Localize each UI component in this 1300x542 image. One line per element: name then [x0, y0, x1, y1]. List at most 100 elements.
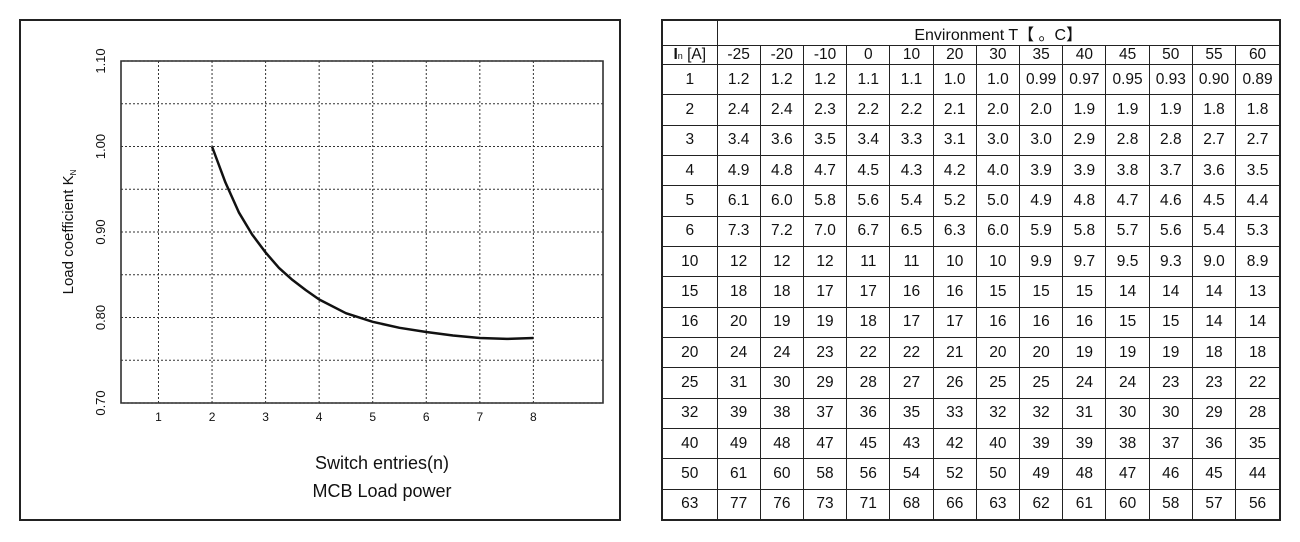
table-cell: 18: [716, 276, 761, 308]
table-cell: 20: [716, 306, 761, 339]
table-cell: 1.0: [975, 63, 1021, 96]
table-cell: 77: [716, 488, 761, 519]
table-cell: 32: [975, 397, 1021, 430]
table-cell: 1.9: [1062, 94, 1107, 126]
table-cell: 52: [932, 458, 977, 490]
table-cell: 4.7: [802, 155, 848, 187]
table-cell: 36: [1191, 428, 1237, 460]
current-cell: 4: [663, 155, 718, 187]
table-cell: 7.2: [759, 215, 804, 248]
table-cell: 5.9: [1019, 215, 1064, 248]
table-cell: 0.89: [1235, 63, 1279, 96]
chart-caption: MCB Load power: [312, 481, 451, 501]
table-cell: 30: [1105, 397, 1150, 430]
y-axis-label-main: Load coefficient K: [60, 175, 77, 294]
table-cell: 11: [889, 246, 934, 278]
table-cell: 20: [975, 337, 1021, 369]
table-cell: 73: [802, 488, 848, 519]
current-cell: 3: [663, 124, 718, 157]
table-cell: 14: [1148, 276, 1193, 308]
table-cell: 35: [889, 397, 934, 430]
table-cell: 42: [932, 428, 977, 460]
table-cell: 9.7: [1062, 246, 1107, 278]
table-cell: 36: [846, 397, 891, 430]
table-cell: 2.2: [889, 94, 934, 126]
temp-header: 50: [1148, 45, 1193, 65]
table-cell: 5.8: [1062, 215, 1107, 248]
table-cell: 24: [759, 337, 804, 369]
table-cell: 3.0: [1019, 124, 1064, 157]
table-cell: 9.9: [1019, 246, 1064, 278]
load-table: Environment T【 。C】 In [A] -25 -20 -10 0 10 20…: [663, 21, 1279, 519]
table-cell: 0.93: [1148, 63, 1193, 96]
table-cell: 71: [846, 488, 891, 519]
table-cell: 18: [846, 306, 891, 339]
table-cell: 50: [975, 458, 1021, 490]
table-cell: 24: [716, 337, 761, 369]
table-cell: 29: [1191, 397, 1237, 430]
y-tick-label: 1.10: [93, 48, 108, 73]
x-tick-label: 8: [530, 410, 537, 424]
table-cell: 0.90: [1191, 63, 1237, 96]
temp-header: 60: [1235, 45, 1279, 65]
table-cell: 5.0: [975, 185, 1021, 217]
table-cell: 0.97: [1062, 63, 1107, 96]
table-row: 15 18 18 17 17 16 16 15 15 15 14 14 14 13: [663, 276, 1279, 308]
table-cell: 5.4: [1191, 215, 1237, 248]
table-cell: 4.7: [1105, 185, 1150, 217]
table-cell: 40: [975, 428, 1021, 460]
table-cell: 43: [889, 428, 934, 460]
table-cell: 1.1: [846, 63, 891, 96]
load-table-panel: Environment T【 。C】 In [A] -25 -20 -10 0 10 20…: [661, 19, 1281, 521]
table-cell: 16: [932, 276, 977, 308]
table-cell: 18: [1191, 337, 1237, 369]
table-cell: 7.0: [802, 215, 848, 248]
table-cell: 1.2: [759, 63, 804, 96]
table-cell: 4.4: [1235, 185, 1279, 217]
current-cell: 50: [663, 458, 718, 490]
table-cell: 12: [759, 246, 804, 278]
table-cell: 31: [716, 367, 761, 399]
temp-header: 0: [846, 45, 891, 65]
table-cell: 22: [889, 337, 934, 369]
table-cell: 62: [1019, 488, 1064, 519]
table-cell: 2.4: [759, 94, 804, 126]
table-corner: [663, 21, 718, 46]
table-cell: 2.0: [1019, 94, 1064, 126]
table-cell: 4.3: [889, 155, 934, 187]
table-cell: 44: [1235, 458, 1279, 490]
table-cell: 16: [975, 306, 1021, 339]
table-cell: 58: [1148, 488, 1193, 519]
table-cell: 3.4: [846, 124, 891, 157]
table-cell: 2.8: [1148, 124, 1193, 157]
table-cell: 12: [802, 246, 848, 278]
table-cell: 15: [1062, 276, 1107, 308]
x-tick-label: 2: [209, 410, 216, 424]
current-cell: 40: [663, 428, 718, 460]
temp-header: 40: [1062, 45, 1107, 65]
table-cell: 17: [802, 276, 848, 308]
table-cell: 16: [1062, 306, 1107, 339]
table-cell: 19: [1105, 337, 1150, 369]
table-cell: 61: [716, 458, 761, 490]
table-cell: 15: [1105, 306, 1150, 339]
table-cell: 61: [1062, 488, 1107, 519]
table-cell: 15: [975, 276, 1021, 308]
table-cell: 45: [846, 428, 891, 460]
table-cell: 76: [759, 488, 804, 519]
table-cell: 8.9: [1235, 246, 1279, 278]
table-row: 10 12 12 12 11 11 10 10 9.9 9.7 9.5 9.3 9.0 8.9: [663, 246, 1279, 278]
x-tick-label: 7: [476, 410, 483, 424]
table-row: 16 20 19 19 18 17 17 16 16 16 15 15 14 14: [663, 306, 1279, 339]
table-cell: 12: [716, 246, 761, 278]
table-row: 20 24 24 23 22 22 21 20 20 19 19 19 18 18: [663, 337, 1279, 369]
table-cell: 29: [802, 367, 848, 399]
current-cell: 15: [663, 276, 718, 308]
table-cell: 38: [759, 397, 804, 430]
table-cell: 24: [1105, 367, 1150, 399]
table-cell: 5.6: [846, 185, 891, 217]
table-cell: 5.3: [1235, 215, 1279, 248]
current-cell: 6: [663, 215, 718, 248]
y-tick-label: 0.70: [93, 390, 108, 415]
table-cell: 15: [1148, 306, 1193, 339]
